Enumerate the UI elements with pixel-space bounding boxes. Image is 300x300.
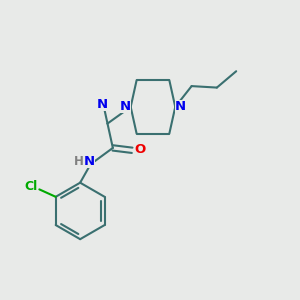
Text: H: H xyxy=(74,155,84,168)
Text: O: O xyxy=(135,143,146,156)
Text: N: N xyxy=(83,155,94,168)
Text: N: N xyxy=(175,100,186,113)
Text: N: N xyxy=(120,100,131,113)
Text: Cl: Cl xyxy=(24,180,38,193)
Text: N: N xyxy=(97,98,108,111)
